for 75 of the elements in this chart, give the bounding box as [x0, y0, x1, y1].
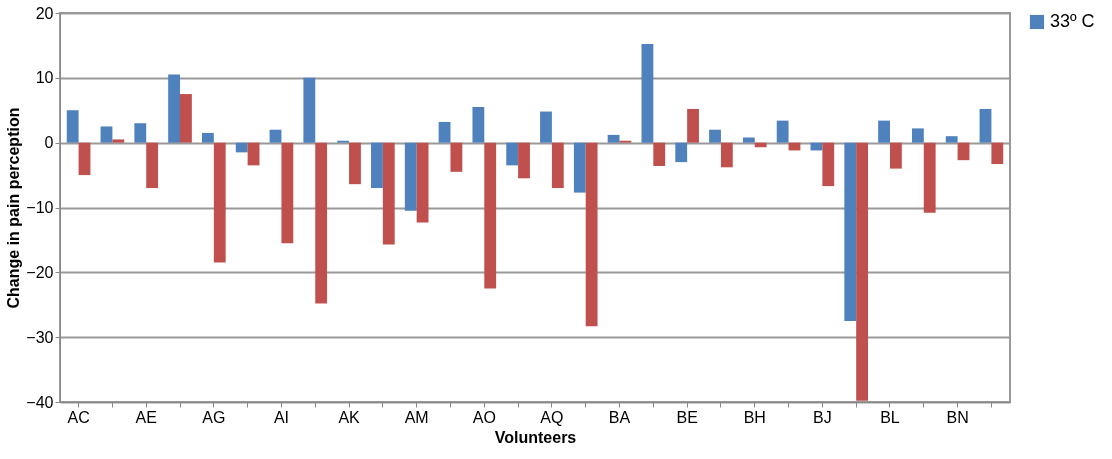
y-tick-label: −40: [26, 393, 54, 411]
bar: [235, 142, 248, 153]
bar: [472, 107, 485, 143]
bar: [573, 142, 586, 193]
bar: [180, 94, 192, 143]
x-tick-label: BL: [880, 408, 900, 426]
legend-label: 33º C: [1050, 11, 1095, 31]
bar: [78, 142, 91, 176]
bar: [641, 44, 654, 143]
bar: [450, 142, 463, 172]
bar: [551, 142, 564, 189]
bar: [112, 139, 125, 143]
bar: [484, 142, 497, 289]
bar: [66, 110, 79, 143]
x-tick-label: AC: [67, 408, 90, 426]
bar: [438, 121, 451, 143]
x-tick-label: AG: [202, 408, 226, 426]
bar: [506, 142, 519, 166]
x-tick-label: AO: [472, 408, 496, 426]
bar: [979, 108, 992, 143]
bar: [247, 142, 260, 166]
y-tick-label: 0: [44, 134, 54, 152]
bar: [168, 74, 181, 143]
bar: [675, 142, 688, 163]
bar: [382, 142, 395, 245]
y-tick-label: 10: [35, 69, 54, 87]
bar: [371, 142, 383, 189]
x-tick-label: BE: [676, 408, 698, 426]
bar: [911, 128, 924, 143]
bar: [945, 136, 958, 143]
bar: [776, 120, 789, 143]
x-tick-label: BJ: [813, 408, 832, 426]
y-axis-title: Change in pain perception: [5, 107, 23, 309]
x-tick-label: BH: [743, 408, 766, 426]
bar: [134, 123, 147, 143]
bar: [720, 142, 733, 168]
bar: [349, 142, 361, 185]
bar: [991, 142, 1004, 165]
x-tick-label: AQ: [540, 408, 564, 426]
x-tick-label: AM: [404, 408, 429, 426]
x-tick-label: BA: [608, 408, 631, 426]
bar: [315, 142, 328, 304]
bar: [100, 126, 113, 143]
bar: [416, 142, 429, 223]
bar: [585, 142, 598, 327]
bar: [269, 129, 282, 143]
x-tick-label: AK: [338, 408, 361, 426]
bar: [687, 108, 699, 143]
bar: [281, 142, 294, 244]
bar: [709, 129, 721, 143]
bar: [923, 142, 936, 213]
x-axis-title: Volunteers: [494, 428, 577, 446]
bar: [878, 120, 890, 143]
y-tick-label: −20: [26, 263, 54, 281]
bar: [856, 142, 869, 401]
bar: [146, 142, 159, 189]
bar: [201, 132, 214, 143]
bar: [653, 142, 666, 167]
bar: [404, 142, 417, 211]
x-tick-label: AI: [273, 408, 289, 426]
y-tick-label: 20: [35, 4, 54, 22]
bar: [822, 142, 835, 187]
bar: [957, 142, 970, 161]
x-tick-label: AE: [135, 408, 157, 426]
bar: [889, 142, 902, 169]
bar: [742, 137, 755, 143]
bar: [518, 142, 530, 179]
bar: [213, 142, 226, 263]
bar: [844, 142, 857, 321]
bar: [540, 111, 552, 143]
bar: [303, 77, 316, 143]
y-tick-label: −30: [26, 328, 54, 346]
y-tick-label: −10: [26, 199, 54, 216]
bar: [607, 134, 620, 143]
x-tick-label: BN: [946, 408, 969, 426]
